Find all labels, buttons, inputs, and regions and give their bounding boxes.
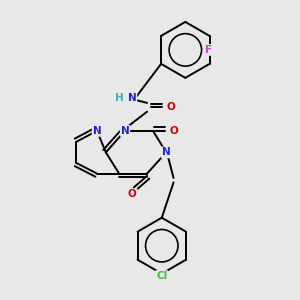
Text: N: N xyxy=(93,126,101,136)
Text: Cl: Cl xyxy=(156,271,167,281)
Text: N: N xyxy=(128,93,137,103)
Text: O: O xyxy=(169,126,178,136)
Text: N: N xyxy=(162,147,171,158)
Text: O: O xyxy=(166,102,175,112)
Text: O: O xyxy=(128,189,137,199)
Text: N: N xyxy=(121,126,129,136)
Text: F: F xyxy=(205,45,212,55)
Text: H: H xyxy=(115,93,124,103)
